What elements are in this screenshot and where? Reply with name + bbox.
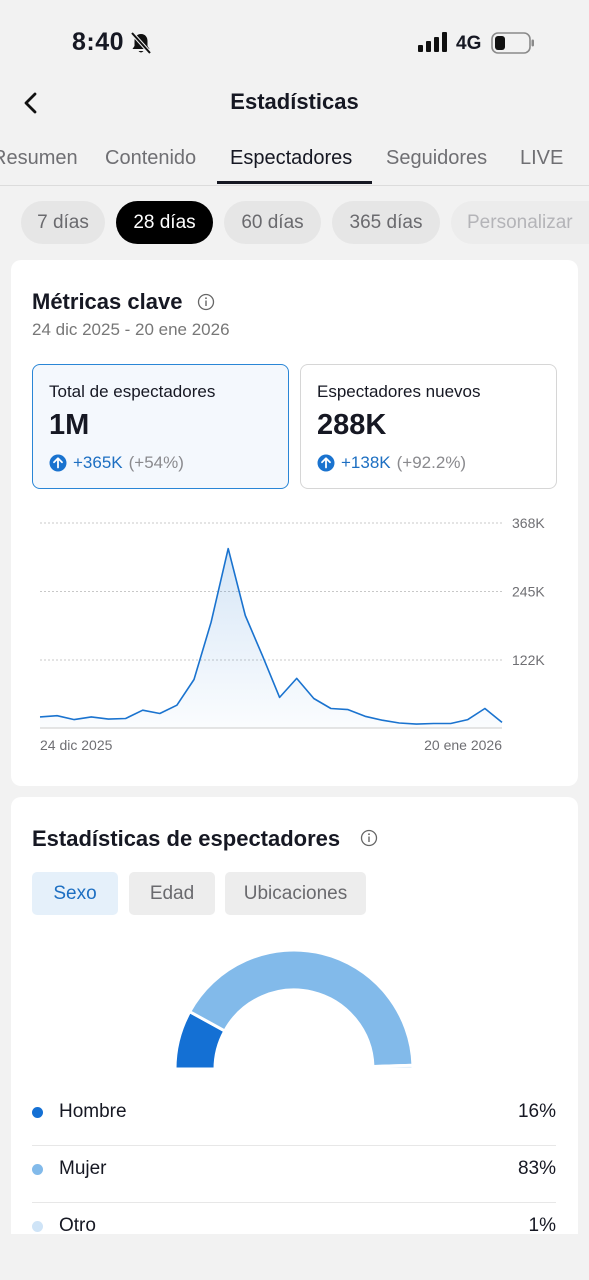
legend-dot xyxy=(32,1164,43,1175)
legend-row-otro: Otro 1% xyxy=(32,1204,556,1234)
legend-row-mujer: Mujer 83% xyxy=(32,1147,556,1203)
info-icon[interactable] xyxy=(360,829,378,847)
metric-change: +365K (+54%) xyxy=(49,453,184,473)
viewer-stats-card: Estadísticas de espectadores Sexo Edad U… xyxy=(11,797,578,1234)
y-tick-label: 245K xyxy=(512,584,545,600)
y-tick-label: 122K xyxy=(512,652,545,668)
metric-label: Espectadores nuevos xyxy=(317,382,481,401)
range-60-days[interactable]: 60 días xyxy=(224,201,321,244)
key-metrics-title: Métricas clave xyxy=(32,289,183,314)
date-range: 24 dic 2025 - 20 ene 2026 xyxy=(32,320,230,339)
legend-label: Hombre xyxy=(59,1101,127,1122)
tab-live[interactable]: LIVE xyxy=(520,147,564,169)
network-type: 4G xyxy=(456,33,482,54)
gender-donut-chart xyxy=(173,948,415,1071)
arrow-up-circle-icon xyxy=(49,454,67,472)
segment-ubicaciones[interactable]: Ubicaciones xyxy=(225,872,366,915)
metric-new-viewers[interactable]: Espectadores nuevos 288K +138K (+92.2%) xyxy=(300,364,557,489)
signal-icon xyxy=(418,32,447,52)
legend-row-hombre: Hombre 16% xyxy=(32,1090,556,1146)
legend-dot xyxy=(32,1221,43,1232)
metric-change: +138K (+92.2%) xyxy=(317,453,466,473)
metric-value: 288K xyxy=(317,409,387,441)
legend-dot xyxy=(32,1107,43,1118)
legend-value: 1% xyxy=(528,1215,556,1234)
metric-change-percent: (+92.2%) xyxy=(396,453,467,472)
metric-change-value: +138K xyxy=(341,453,391,472)
tab-resumen[interactable]: Resumen xyxy=(0,147,78,169)
header: Estadísticas xyxy=(0,80,589,130)
legend-value: 83% xyxy=(517,1158,556,1179)
status-time: 8:40 xyxy=(72,28,125,56)
legend-value: 16% xyxy=(517,1101,556,1122)
metric-total-viewers[interactable]: Total de espectadores 1M +365K (+54%) xyxy=(32,364,289,489)
viewers-area-chart: 368K 245K 122K 24 dic 2025 20 ene 2026 xyxy=(39,515,545,753)
metric-value: 1M xyxy=(49,409,90,441)
legend-label: Mujer xyxy=(59,1158,107,1179)
donut-slice-otro xyxy=(371,1063,415,1071)
viewer-stats-title: Estadísticas de espectadores xyxy=(32,826,341,851)
range-365-days[interactable]: 365 días xyxy=(332,201,440,244)
status-bar: 8:40 4G xyxy=(0,0,589,80)
range-28-days[interactable]: 28 días xyxy=(116,201,213,244)
bell-muted-icon xyxy=(130,31,152,55)
bottom-bar xyxy=(0,1234,589,1280)
x-label-end: 20 ene 2026 xyxy=(424,737,502,753)
battery-icon xyxy=(491,32,534,54)
y-tick-label: 368K xyxy=(512,515,545,531)
range-custom[interactable]: Personalizar xyxy=(451,201,589,244)
tab-bar: Resumen Contenido Espectadores Seguidore… xyxy=(0,130,589,186)
tab-contenido[interactable]: Contenido xyxy=(105,147,197,169)
tab-espectadores[interactable]: Espectadores xyxy=(230,147,353,169)
chart-area xyxy=(40,548,502,728)
legend-label: Otro xyxy=(59,1215,96,1234)
back-arrow-icon[interactable] xyxy=(16,88,46,118)
key-metrics-card: Métricas clave 24 dic 2025 - 20 ene 2026… xyxy=(11,260,578,786)
range-7-days[interactable]: 7 días xyxy=(21,201,105,244)
donut-slice-mujer xyxy=(187,948,415,1069)
info-icon[interactable] xyxy=(197,293,215,311)
segment-edad[interactable]: Edad xyxy=(129,872,215,915)
metric-change-value: +365K xyxy=(73,453,123,472)
metric-label: Total de espectadores xyxy=(49,382,216,401)
segment-sexo[interactable]: Sexo xyxy=(32,872,118,915)
chart-line xyxy=(39,547,503,725)
metric-change-percent: (+54%) xyxy=(128,453,184,472)
active-tab-indicator xyxy=(217,181,372,184)
tab-seguidores[interactable]: Seguidores xyxy=(386,147,488,169)
x-label-start: 24 dic 2025 xyxy=(40,737,113,753)
arrow-up-circle-icon xyxy=(317,454,335,472)
page-title: Estadísticas xyxy=(230,89,359,114)
